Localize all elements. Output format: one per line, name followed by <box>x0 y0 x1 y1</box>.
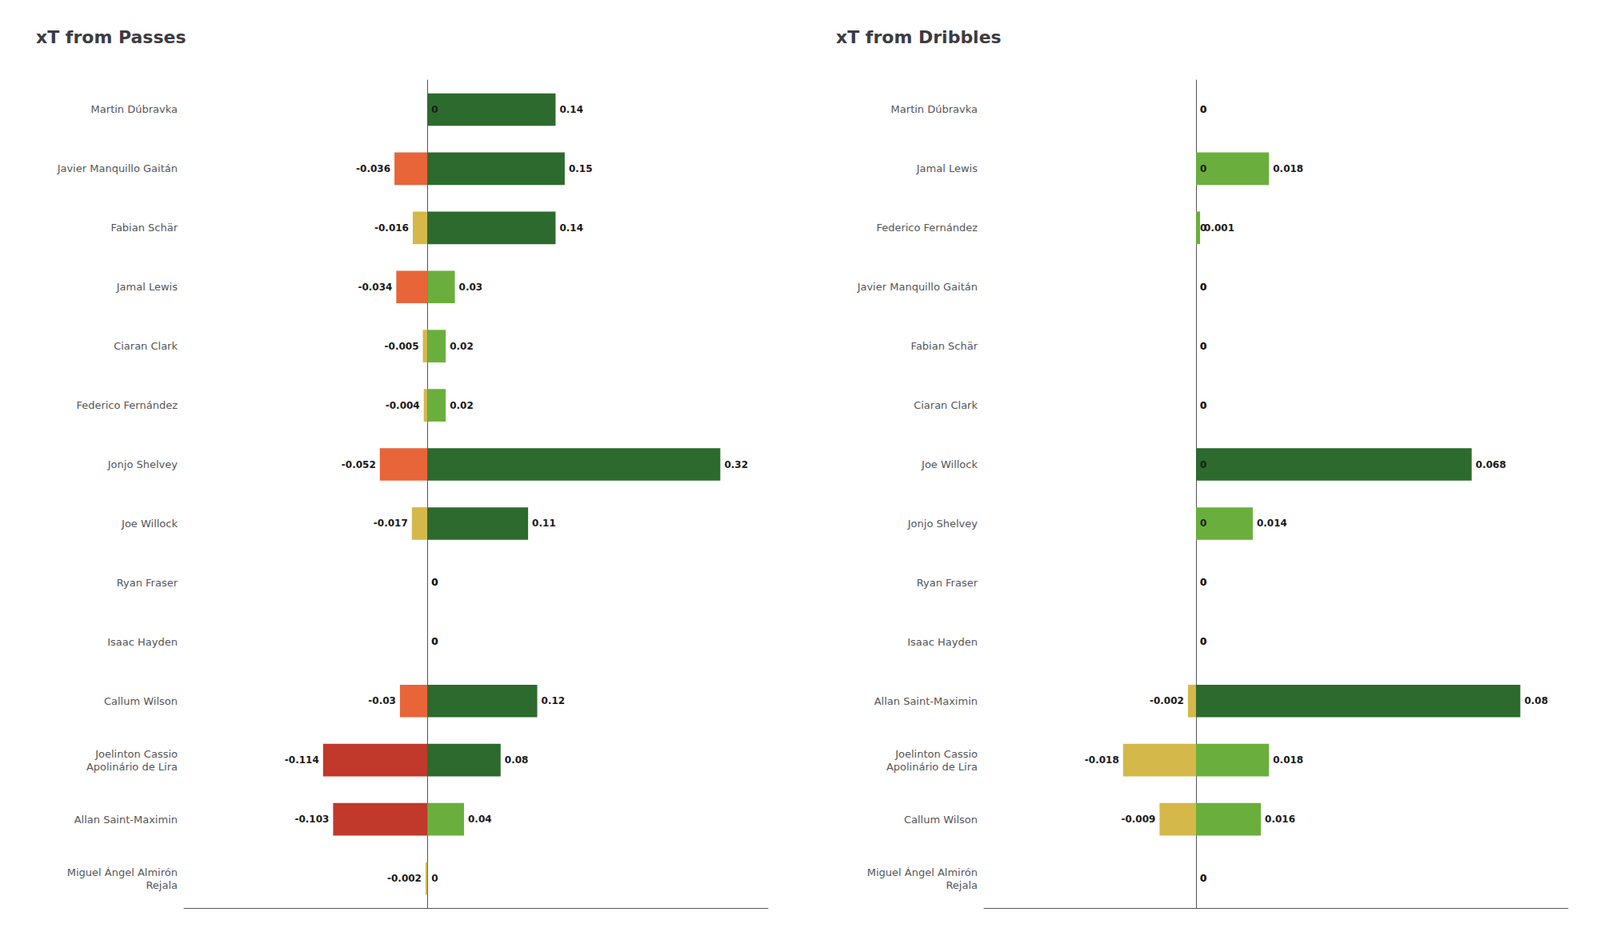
svg-text:Callum Wilson: Callum Wilson <box>904 813 978 826</box>
svg-text:Joelinton Cassio: Joelinton Cassio <box>894 748 978 760</box>
svg-text:0: 0 <box>1200 576 1207 588</box>
svg-text:0: 0 <box>1200 636 1207 648</box>
svg-text:0.32: 0.32 <box>724 459 748 471</box>
svg-text:Miguel Ángel Almirón: Miguel Ángel Almirón <box>67 866 178 879</box>
svg-text:Javier Manquillo Gaitán: Javier Manquillo Gaitán <box>856 280 978 293</box>
svg-text:xT from Dribbles: xT from Dribbles <box>836 27 1002 48</box>
svg-text:0: 0 <box>1200 163 1207 175</box>
svg-text:-0.03: -0.03 <box>368 695 396 707</box>
svg-text:Martin Dúbravka: Martin Dúbravka <box>91 103 178 116</box>
svg-text:0.08: 0.08 <box>504 754 529 766</box>
svg-text:0: 0 <box>1200 104 1207 116</box>
svg-text:-0.036: -0.036 <box>356 163 391 175</box>
svg-text:0.14: 0.14 <box>559 104 584 116</box>
svg-text:0: 0 <box>431 636 438 648</box>
svg-text:Isaac Hayden: Isaac Hayden <box>107 636 178 648</box>
svg-text:0: 0 <box>1200 576 1207 588</box>
svg-text:Ryan Fraser: Ryan Fraser <box>916 576 979 589</box>
svg-text:Federico Fernández: Federico Fernández <box>876 221 978 234</box>
svg-text:0.018: 0.018 <box>1272 163 1304 175</box>
svg-text:Jamal Lewis: Jamal Lewis <box>116 280 178 293</box>
svg-text:0.15: 0.15 <box>568 163 593 175</box>
svg-text:Ciaran Clark: Ciaran Clark <box>913 399 978 412</box>
svg-text:Jamal Lewis: Jamal Lewis <box>916 162 978 175</box>
svg-text:Joe Willock: Joe Willock <box>120 517 178 530</box>
svg-text:Allan Saint-Maximin: Allan Saint-Maximin <box>874 695 978 708</box>
svg-text:0: 0 <box>431 576 438 588</box>
svg-text:0.001: 0.001 <box>1204 222 1235 234</box>
svg-text:0: 0 <box>431 872 438 884</box>
svg-text:0: 0 <box>1200 872 1207 884</box>
svg-text:Isaac Hayden: Isaac Hayden <box>907 636 978 648</box>
svg-text:0: 0 <box>1200 459 1207 471</box>
svg-text:0.03: 0.03 <box>459 281 484 293</box>
svg-text:0.016: 0.016 <box>1264 813 1296 825</box>
svg-text:0.14: 0.14 <box>559 222 584 234</box>
svg-text:-0.002: -0.002 <box>387 872 422 884</box>
svg-text:-0.103: -0.103 <box>294 813 329 825</box>
svg-text:0: 0 <box>1200 400 1207 412</box>
svg-text:0: 0 <box>1200 340 1207 352</box>
svg-text:Jonjo Shelvey: Jonjo Shelvey <box>907 517 979 530</box>
svg-text:-0.018: -0.018 <box>1084 754 1120 766</box>
svg-text:0.08: 0.08 <box>1524 695 1548 707</box>
svg-text:0.018: 0.018 <box>1272 754 1304 766</box>
svg-text:Miguel Ángel Almirón: Miguel Ángel Almirón <box>867 866 978 879</box>
svg-text:Javier Manquillo Gaitán: Javier Manquillo Gaitán <box>56 162 178 175</box>
svg-text:Apolinário de Lira: Apolinário de Lira <box>886 760 978 773</box>
svg-text:Joelinton Cassio: Joelinton Cassio <box>94 748 178 760</box>
svg-text:Jonjo Shelvey: Jonjo Shelvey <box>107 458 179 471</box>
svg-text:-0.114: -0.114 <box>284 754 320 766</box>
svg-text:-0.034: -0.034 <box>357 281 392 293</box>
svg-text:0.12: 0.12 <box>541 695 566 707</box>
svg-text:0: 0 <box>1200 400 1207 412</box>
svg-text:0: 0 <box>431 576 438 588</box>
svg-text:0: 0 <box>1200 636 1207 648</box>
svg-text:0.11: 0.11 <box>532 517 556 529</box>
svg-text:-0.017: -0.017 <box>373 517 408 529</box>
svg-text:0.02: 0.02 <box>449 400 474 412</box>
svg-text:xT from Passes: xT from Passes <box>36 27 187 48</box>
svg-text:0.02: 0.02 <box>449 340 474 352</box>
svg-text:Federico Fernández: Federico Fernández <box>76 399 178 412</box>
svg-text:Joe Willock: Joe Willock <box>920 458 978 471</box>
svg-text:-0.004: -0.004 <box>385 400 420 412</box>
svg-text:Rejala: Rejala <box>945 879 978 892</box>
svg-text:Fabian Schär: Fabian Schär <box>111 221 179 234</box>
svg-text:0: 0 <box>1200 517 1207 529</box>
svg-text:0: 0 <box>1200 281 1207 293</box>
svg-text:Callum Wilson: Callum Wilson <box>104 695 178 708</box>
svg-text:-0.009: -0.009 <box>1120 813 1156 825</box>
svg-text:0: 0 <box>1200 281 1207 293</box>
svg-text:Rejala: Rejala <box>145 879 178 892</box>
svg-text:0.014: 0.014 <box>1256 517 1288 529</box>
svg-text:-0.002: -0.002 <box>1149 695 1184 707</box>
svg-text:Apolinário de Lira: Apolinário de Lira <box>86 760 178 773</box>
svg-text:-0.052: -0.052 <box>341 459 376 471</box>
svg-text:Ryan Fraser: Ryan Fraser <box>116 576 179 589</box>
svg-text:0: 0 <box>431 104 438 116</box>
svg-text:Martin Dúbravka: Martin Dúbravka <box>891 103 978 116</box>
svg-text:0.068: 0.068 <box>1476 459 1507 471</box>
svg-text:0: 0 <box>1200 872 1207 884</box>
svg-text:0: 0 <box>431 636 438 648</box>
svg-text:-0.016: -0.016 <box>374 222 409 234</box>
svg-text:0: 0 <box>1200 340 1207 352</box>
svg-text:Fabian Schär: Fabian Schär <box>911 340 979 352</box>
svg-text:0: 0 <box>1200 104 1207 116</box>
svg-text:Allan Saint-Maximin: Allan Saint-Maximin <box>74 813 178 826</box>
svg-text:0.04: 0.04 <box>468 813 492 825</box>
svg-text:Ciaran Clark: Ciaran Clark <box>113 340 178 352</box>
svg-text:-0.005: -0.005 <box>384 340 420 352</box>
